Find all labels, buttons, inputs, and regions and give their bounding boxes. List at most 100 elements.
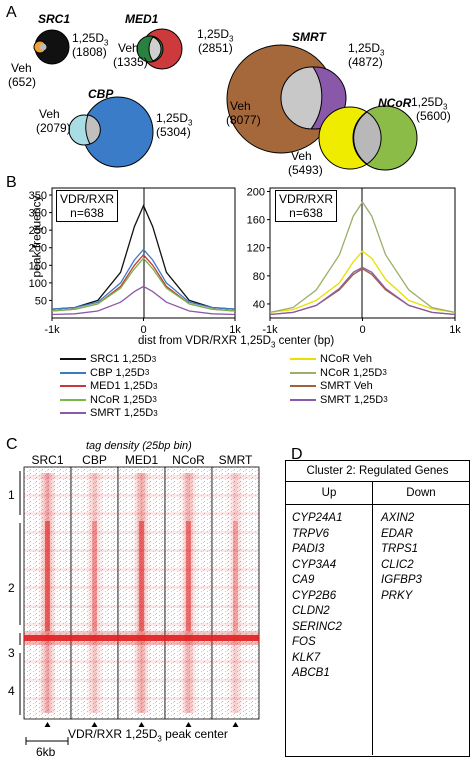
up-gene: KLK7 xyxy=(292,651,321,664)
legend-item: NCoR 1,25D 3 xyxy=(290,367,387,379)
up-genes-list: CYP24A1 TRPV6 PADI3 CYP3A4 CA9 CYP2B6 CLDN2 SER… xyxy=(286,505,373,755)
venn-ncor-overlap xyxy=(353,111,382,165)
legend-label: MED1 1,25D xyxy=(90,380,153,392)
xtick-label: -1k xyxy=(44,324,60,336)
ytick-label: 120 xyxy=(247,243,265,255)
left-chart-xticks: -1k 0 1k xyxy=(44,318,241,336)
cluster-label-2: 2 xyxy=(8,581,15,595)
legend-label: SRC1 1,25D xyxy=(90,353,152,365)
panel-b-charts: 350 300 250 200 150 100 50 -1k 0 1k 200 160 120 80 4… xyxy=(29,187,462,336)
cluster-3-band xyxy=(24,635,259,641)
venn-med1-title: MED1 xyxy=(125,12,159,26)
venn-diagrams xyxy=(33,28,418,171)
legend-swatch xyxy=(290,371,316,374)
panel-label-d: D xyxy=(291,446,303,463)
venn-smrt-overlap xyxy=(280,66,323,130)
ytick-label: 160 xyxy=(247,215,265,227)
line-right-0 xyxy=(269,250,456,314)
heatmap-column-ncor xyxy=(164,466,213,720)
venn-ncor-veh-count: (5493) xyxy=(288,163,323,177)
venn-smrt-veh-count: (8077) xyxy=(226,113,261,127)
heatmap-column-cbp xyxy=(70,466,119,720)
panel-label-b: B xyxy=(6,174,17,191)
up-gene: CYP3A4 xyxy=(292,558,337,571)
center-arrow xyxy=(138,722,145,727)
legend-item: SRC1 1,25D 3 xyxy=(60,353,156,365)
xtick-label: 0 xyxy=(359,324,365,336)
heatmap-column-label: CBP xyxy=(82,453,107,467)
scale-bar-label: 6kb xyxy=(36,745,56,759)
legend-label: NCoR 1,25D xyxy=(320,366,383,379)
venn-ncor-d3-label: 1,25D3 xyxy=(411,95,448,112)
up-gene: CYP2B6 xyxy=(292,589,337,602)
ytick-label: 200 xyxy=(29,243,47,255)
center-arrow xyxy=(91,722,98,727)
x-axis-label: dist from VDR/RXR 1,25D3 center (bp) xyxy=(138,335,335,350)
regulated-genes-table: Cluster 2: Regulated Genes Up Down CYP24… xyxy=(285,460,470,757)
legend-item: SMRT 1,25D 3 xyxy=(290,394,388,406)
up-header: Up xyxy=(286,482,373,504)
venn-med1-overlap xyxy=(148,36,162,62)
heatmap-bottom-label: VDR/RXR 1,25D3 peak center xyxy=(68,727,228,744)
venn-src1-d3-label: 1,25D3 xyxy=(72,31,109,48)
heatmap xyxy=(19,466,260,745)
up-gene: ABCB1 xyxy=(292,667,330,679)
ytick-label: 250 xyxy=(29,225,47,237)
venn-src1-veh-label: Veh xyxy=(11,61,32,75)
heatmap-column-smrt xyxy=(211,466,260,720)
venn-cbp-veh-count: (2079) xyxy=(36,121,71,135)
legend-label: NCoR Veh xyxy=(320,353,372,365)
xtick-label: 1k xyxy=(229,324,241,336)
heatmap-column-label: MED1 xyxy=(124,453,159,467)
center-arrow xyxy=(185,722,192,727)
up-gene: PADI3 xyxy=(292,543,325,555)
venn-smrt-title: SMRT xyxy=(292,30,326,44)
ytick-label: 100 xyxy=(29,278,47,290)
table-title: Cluster 2: Regulated Genes xyxy=(286,461,469,482)
venn-cbp-veh-label: Veh xyxy=(39,107,60,121)
ytick-label: 350 xyxy=(29,190,47,202)
left-box-line1: VDR/RXR xyxy=(60,192,115,206)
line-left-3 xyxy=(51,257,236,312)
legend-swatch xyxy=(60,358,86,360)
cluster-label-1: 1 xyxy=(8,488,15,502)
heatmap-body xyxy=(23,466,260,720)
ytick-label: 300 xyxy=(29,208,47,220)
up-gene: CLDN2 xyxy=(292,605,330,617)
right-chart-lines xyxy=(269,200,456,316)
down-genes-list: AXIN2 EDAR TRPS1 CLIC2 IGFBP3 PRKY xyxy=(373,505,469,755)
ytick-label: 200 xyxy=(247,187,265,199)
venn-cbp-overlap xyxy=(85,114,101,145)
legend-item: SMRT Veh xyxy=(290,380,373,392)
left-chart-box: VDR/RXR n=638 xyxy=(56,190,119,222)
ytick-label: 50 xyxy=(35,295,47,307)
ytick-label: 40 xyxy=(253,299,265,311)
left-box-line2: n=638 xyxy=(70,206,104,220)
down-header: Down xyxy=(406,487,436,499)
venn-src1-overlap xyxy=(39,43,47,51)
xtick-label: 1k xyxy=(449,324,461,336)
down-gene: EDAR xyxy=(381,527,413,540)
up-gene: SERINC2 xyxy=(292,620,342,633)
line-left-1 xyxy=(51,248,236,310)
down-gene: CLIC2 xyxy=(381,558,414,571)
legend-label: CBP 1,25D xyxy=(90,366,145,379)
right-box-line1: VDR/RXR xyxy=(279,192,334,206)
up-gene: CYP24A1 xyxy=(292,512,343,524)
right-chart-box: VDR/RXR n=638 xyxy=(275,190,338,222)
right-chart-xticks: -1k 0 1k xyxy=(262,318,461,336)
legend-item: MED1 1,25D 3 xyxy=(60,380,157,392)
center-arrow xyxy=(44,722,51,727)
line-right-1 xyxy=(269,200,456,314)
heatmap-center-arrows xyxy=(44,722,239,727)
ytick-label: 80 xyxy=(253,271,265,283)
venn-med1-d3-count: (2851) xyxy=(198,41,233,55)
down-gene: TRPS1 xyxy=(381,543,419,555)
venn-cbp-d3-count: (5304) xyxy=(156,125,191,139)
legend-item: NCoR 1,25D 3 xyxy=(60,394,157,406)
line-left-0 xyxy=(51,203,236,310)
legend-swatch xyxy=(60,385,86,387)
legend-swatch xyxy=(290,398,316,401)
up-gene: FOS xyxy=(292,636,316,648)
legend-swatch xyxy=(60,412,86,414)
